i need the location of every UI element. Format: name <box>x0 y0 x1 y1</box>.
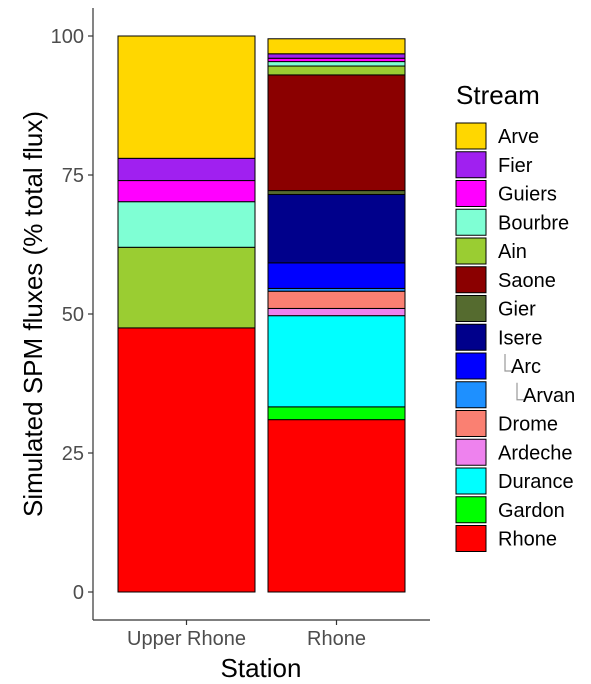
bar-segment-rhone-ardeche <box>267 307 406 317</box>
legend-items: Arve Fier Guiers Bourbre Ain Saone Gier Isere Ar… <box>455 122 575 552</box>
bar-segment-upper-rhone-arve <box>117 35 256 159</box>
x-tick-label-rhone: Rhone <box>307 628 366 650</box>
legend-key-arvan <box>455 381 487 409</box>
y-axis-title: Simulated SPM fluxes (% total flux) <box>18 111 48 517</box>
bar-segment-rhone-gier <box>267 190 406 195</box>
bar-segment-rhone-isere <box>267 193 406 264</box>
bar-segment-rhone-gardon <box>267 406 406 421</box>
bar-segment-rhone-arc <box>267 262 406 289</box>
bar-segment-rhone-guiers <box>267 57 406 63</box>
bars-layer <box>117 35 406 593</box>
bar-segment-rhone-rhone <box>267 419 406 593</box>
bar-segment-upper-rhone-guiers <box>117 180 256 203</box>
legend-label-arc: Arc <box>511 356 541 378</box>
legend-item-arvan: Arvan <box>455 381 575 409</box>
legend-label-drome: Drome <box>498 414 558 436</box>
bar-segment-rhone-drome <box>267 290 406 309</box>
legend-key-ardeche <box>455 438 487 466</box>
legend-connector-arvan <box>516 382 524 401</box>
y-tick-label-25: 25 <box>62 443 84 465</box>
legend-label-guiers: Guiers <box>498 184 557 206</box>
legend-item-rhone: Rhone <box>455 525 557 552</box>
y-ticks: 0 25 50 75 100 <box>51 26 93 604</box>
legend-label-durance: Durance <box>498 471 574 493</box>
y-tick-label-100: 100 <box>51 26 84 48</box>
legend-label-ardeche: Ardeche <box>498 442 573 464</box>
legend-label-ain: Ain <box>498 241 527 263</box>
y-tick-label-50: 50 <box>62 304 84 326</box>
legend-key-arc <box>455 352 487 380</box>
legend-label-gardon: Gardon <box>498 500 565 522</box>
y-tick-label-75: 75 <box>62 165 84 187</box>
legend-key-bourbre <box>455 208 487 236</box>
legend-label-fier: Fier <box>498 155 533 177</box>
bar-segment-upper-rhone-fier <box>117 157 256 182</box>
legend-key-rhone <box>455 525 487 552</box>
legend-label-arvan: Arvan <box>523 385 575 407</box>
legend-key-gardon <box>455 496 487 524</box>
x-axis-title: Station <box>221 653 302 683</box>
bar-segment-rhone-bourbre <box>267 61 406 67</box>
legend-key-ain <box>455 237 487 265</box>
legend-key-guiers <box>455 180 487 207</box>
legend-item-bourbre: Bourbre <box>455 208 569 236</box>
bar-segment-rhone-fier <box>267 53 406 59</box>
legend: Stream Arve Fier Guiers Bourbre Ain Saone Gier… <box>455 80 575 552</box>
legend-key-isere <box>455 323 487 351</box>
plot-area: 0 25 50 75 100 Upper Rhone Rhone <box>51 8 430 650</box>
legend-connector-arc <box>504 354 512 372</box>
legend-label-bourbre: Bourbre <box>498 212 569 234</box>
legend-item-fier: Fier <box>455 151 533 179</box>
legend-key-drome <box>455 410 487 437</box>
legend-item-ardeche: Ardeche <box>455 438 573 466</box>
legend-item-guiers: Guiers <box>455 180 557 207</box>
bar-segment-upper-rhone-bourbre <box>117 201 256 248</box>
legend-item-arve: Arve <box>455 122 539 150</box>
legend-item-isere: Isere <box>455 323 542 351</box>
x-ticks: Upper Rhone Rhone <box>127 620 366 650</box>
legend-item-gardon: Gardon <box>455 496 565 524</box>
legend-item-durance: Durance <box>455 467 574 495</box>
bar-segment-upper-rhone-ain <box>117 246 256 329</box>
bar-segment-upper-rhone-rhone <box>117 327 256 593</box>
legend-label-rhone: Rhone <box>498 529 557 551</box>
y-tick-label-0: 0 <box>73 582 84 604</box>
legend-key-saone <box>455 266 487 294</box>
bar-segment-rhone-saone <box>267 74 406 192</box>
legend-item-gier: Gier <box>455 295 536 322</box>
legend-title: Stream <box>456 80 540 110</box>
legend-label-isere: Isere <box>498 327 542 349</box>
legend-item-arc: Arc <box>455 352 541 380</box>
legend-label-gier: Gier <box>498 299 536 321</box>
legend-key-durance <box>455 467 487 495</box>
bar-segment-rhone-ain <box>267 65 406 76</box>
legend-key-arve <box>455 122 487 150</box>
legend-label-saone: Saone <box>498 270 556 292</box>
legend-key-fier <box>455 151 487 179</box>
bar-segment-rhone-arve <box>267 38 406 55</box>
legend-key-gier <box>455 295 487 322</box>
bar-segment-rhone-durance <box>267 315 406 408</box>
legend-label-arve: Arve <box>498 126 539 148</box>
legend-item-drome: Drome <box>455 410 558 437</box>
legend-item-saone: Saone <box>455 266 556 294</box>
legend-item-ain: Ain <box>455 237 527 265</box>
x-tick-label-upper-rhone: Upper Rhone <box>127 628 246 650</box>
